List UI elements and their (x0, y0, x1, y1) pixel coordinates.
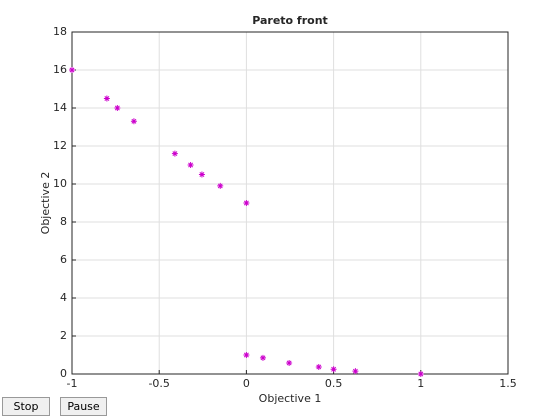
y-tick-label: 4 (60, 291, 67, 304)
point (330, 366, 337, 373)
x-tick-label: 1.5 (499, 377, 517, 390)
point (243, 200, 250, 206)
x-tick-label: 0 (243, 377, 250, 390)
x-tick-label: -1 (67, 377, 78, 390)
y-tick-label: 0 (60, 367, 67, 380)
stop-button[interactable]: Stop (2, 397, 50, 416)
point (69, 67, 75, 73)
point (187, 162, 194, 168)
chart-title: Pareto front (252, 14, 328, 27)
plot-area (72, 32, 508, 374)
point (259, 354, 266, 361)
pause-button[interactable]: Pause (60, 397, 107, 416)
y-tick-label: 16 (53, 63, 67, 76)
point (171, 150, 178, 157)
axes-box (71, 31, 509, 375)
y-tick-label: 12 (53, 139, 67, 152)
x-tick-label: -0.5 (148, 377, 169, 390)
point (114, 105, 121, 111)
point (417, 371, 424, 377)
x-tick-label: 1 (417, 377, 424, 390)
y-tick-label: 6 (60, 253, 67, 266)
y-axis-label: Objective 2 (39, 172, 52, 235)
x-axis-label: Objective 1 (259, 392, 322, 405)
point (315, 363, 322, 370)
point (217, 182, 224, 189)
point (352, 368, 359, 375)
point (103, 95, 110, 102)
point (286, 359, 293, 366)
point (130, 118, 137, 125)
y-tick-label: 8 (60, 215, 67, 228)
y-tick-label: 18 (53, 25, 67, 38)
x-tick-label: 0.5 (325, 377, 343, 390)
y-tick-label: 10 (53, 177, 67, 190)
y-tick-label: 2 (60, 329, 67, 342)
point (198, 171, 205, 178)
y-tick-label: 14 (53, 101, 67, 114)
point (243, 352, 250, 358)
